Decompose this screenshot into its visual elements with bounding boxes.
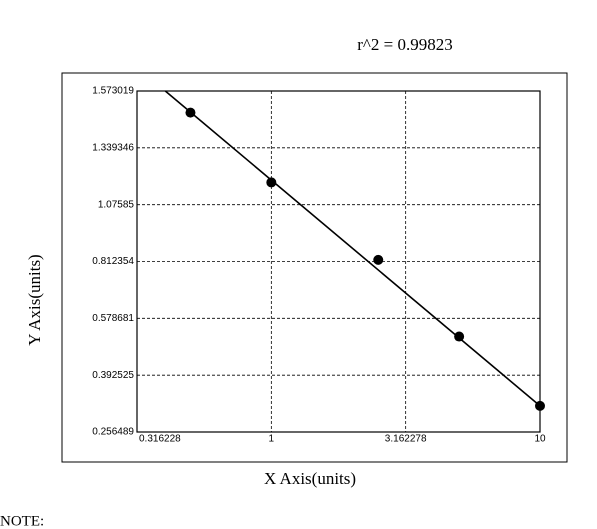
x-tick-label: 0.316228 bbox=[139, 434, 181, 445]
x-axis-label: X Axis(units) bbox=[264, 469, 356, 488]
outer-frame bbox=[61, 72, 568, 463]
x-tick-label: 3.162278 bbox=[385, 434, 427, 445]
x-tick-label: 10 bbox=[534, 434, 546, 445]
data-point bbox=[373, 254, 384, 265]
y-axis-label: Y Axis(units) bbox=[25, 254, 44, 345]
y-tick-label: 1.573019 bbox=[92, 86, 134, 97]
data-point bbox=[266, 177, 277, 188]
y-tick-label: 1.339346 bbox=[92, 142, 134, 153]
r-squared: r^2 = 0.99823 bbox=[357, 35, 452, 54]
y-tick-label: 0.812354 bbox=[92, 256, 134, 267]
y-tick-label: 0.392525 bbox=[92, 370, 134, 381]
fit-line bbox=[164, 90, 541, 407]
data-point bbox=[535, 400, 545, 411]
y-tick-label: 1.07585 bbox=[98, 199, 135, 210]
data-point bbox=[185, 107, 196, 118]
data-point bbox=[454, 331, 465, 342]
y-tick-label: 0.578681 bbox=[92, 313, 134, 324]
y-tick-label: 0.256489 bbox=[92, 427, 134, 438]
note: NOTE: bbox=[0, 513, 44, 529]
x-tick-label: 1 bbox=[269, 434, 275, 445]
